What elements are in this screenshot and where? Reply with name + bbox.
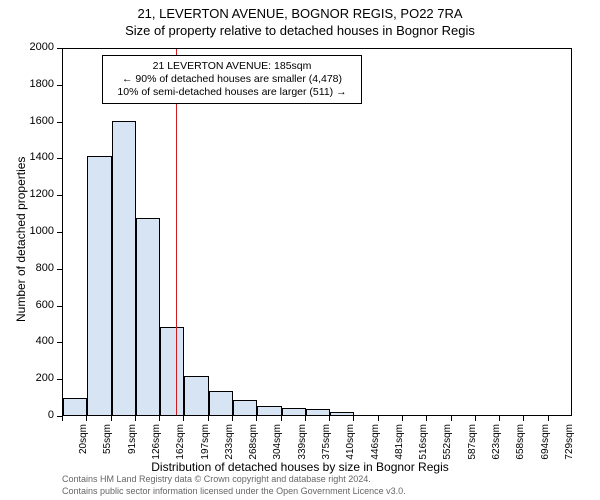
x-tick-mark <box>548 416 549 421</box>
x-tick-label: 55sqm <box>102 424 113 470</box>
x-tick-label: 304sqm <box>272 424 283 470</box>
x-tick-mark <box>475 416 476 421</box>
x-tick-label: 197sqm <box>200 424 211 470</box>
y-tick-label: 1600 <box>0 115 54 127</box>
histogram-bar <box>160 327 184 415</box>
y-tick-mark <box>57 232 62 233</box>
x-tick-mark <box>523 416 524 421</box>
histogram-bar <box>184 376 208 415</box>
annotation-box: 21 LEVERTON AVENUE: 185sqm ← 90% of deta… <box>102 55 362 104</box>
x-tick-label: 552sqm <box>442 424 453 470</box>
y-axis-label: Number of detached properties <box>14 157 28 322</box>
y-tick-mark <box>57 306 62 307</box>
x-tick-label: 729sqm <box>564 424 575 470</box>
y-tick-mark <box>57 85 62 86</box>
x-tick-label: 658sqm <box>515 424 526 470</box>
y-tick-label: 400 <box>0 335 54 347</box>
histogram-bar <box>136 218 160 415</box>
x-tick-mark <box>305 416 306 421</box>
annotation-line: 10% of semi-detached houses are larger (… <box>109 86 355 99</box>
y-tick-label: 2000 <box>0 41 54 53</box>
histogram-bar <box>257 406 281 415</box>
x-tick-label: 410sqm <box>345 424 356 470</box>
x-tick-label: 233sqm <box>224 424 235 470</box>
y-tick-label: 0 <box>0 409 54 421</box>
y-tick-mark <box>57 195 62 196</box>
chart-title-line2: Size of property relative to detached ho… <box>0 21 600 38</box>
x-tick-label: 375sqm <box>321 424 332 470</box>
histogram-bar <box>306 409 330 415</box>
y-tick-label: 1000 <box>0 225 54 237</box>
x-tick-mark <box>281 416 282 421</box>
x-tick-mark <box>111 416 112 421</box>
x-tick-mark <box>378 416 379 421</box>
x-tick-mark <box>402 416 403 421</box>
x-tick-label: 446sqm <box>370 424 381 470</box>
y-tick-label: 1400 <box>0 151 54 163</box>
x-tick-label: 339sqm <box>297 424 308 470</box>
y-tick-label: 800 <box>0 262 54 274</box>
y-tick-mark <box>57 48 62 49</box>
x-tick-mark <box>86 416 87 421</box>
histogram-bar <box>233 400 257 415</box>
x-tick-mark <box>329 416 330 421</box>
x-tick-label: 268sqm <box>248 424 259 470</box>
histogram-bar <box>63 398 87 415</box>
x-tick-label: 126sqm <box>151 424 162 470</box>
histogram-bar <box>87 156 111 415</box>
x-tick-mark <box>232 416 233 421</box>
x-tick-mark <box>353 416 354 421</box>
y-tick-label: 1800 <box>0 78 54 90</box>
x-tick-mark <box>135 416 136 421</box>
histogram-bar <box>209 391 233 415</box>
histogram-bar <box>282 408 306 415</box>
x-tick-mark <box>256 416 257 421</box>
annotation-line: 21 LEVERTON AVENUE: 185sqm <box>109 60 355 73</box>
x-tick-mark <box>159 416 160 421</box>
x-tick-label: 694sqm <box>540 424 551 470</box>
y-tick-label: 600 <box>0 299 54 311</box>
y-tick-mark <box>57 158 62 159</box>
y-tick-label: 1200 <box>0 188 54 200</box>
footer-line: Contains public sector information licen… <box>62 486 406 498</box>
x-tick-mark <box>208 416 209 421</box>
y-tick-mark <box>57 122 62 123</box>
x-tick-mark <box>62 416 63 421</box>
x-tick-mark <box>499 416 500 421</box>
x-tick-label: 91sqm <box>127 424 138 470</box>
x-tick-label: 623sqm <box>491 424 502 470</box>
annotation-line: ← 90% of detached houses are smaller (4,… <box>109 73 355 86</box>
y-tick-mark <box>57 379 62 380</box>
y-tick-mark <box>57 342 62 343</box>
x-tick-mark <box>426 416 427 421</box>
y-tick-mark <box>57 269 62 270</box>
x-tick-label: 516sqm <box>418 424 429 470</box>
x-tick-label: 20sqm <box>78 424 89 470</box>
y-tick-label: 200 <box>0 372 54 384</box>
x-tick-label: 162sqm <box>175 424 186 470</box>
footer-line: Contains HM Land Registry data © Crown c… <box>62 474 406 486</box>
x-tick-mark <box>183 416 184 421</box>
x-tick-mark <box>451 416 452 421</box>
histogram-bar <box>112 121 136 415</box>
histogram-bar <box>330 412 354 415</box>
x-tick-label: 481sqm <box>394 424 405 470</box>
chart-title-line1: 21, LEVERTON AVENUE, BOGNOR REGIS, PO22 … <box>0 0 600 21</box>
footer-attribution: Contains HM Land Registry data © Crown c… <box>62 474 406 497</box>
x-tick-label: 587sqm <box>467 424 478 470</box>
